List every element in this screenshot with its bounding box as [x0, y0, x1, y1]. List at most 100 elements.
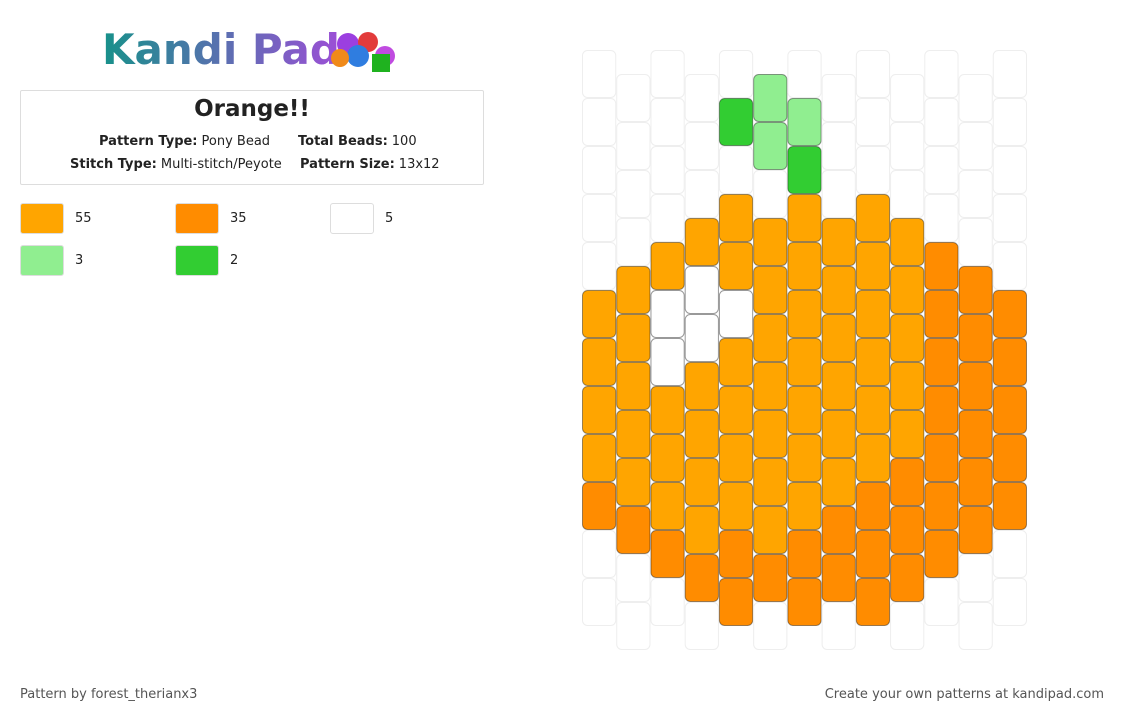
- swatch-count: 5: [385, 211, 394, 226]
- bead: [890, 218, 925, 266]
- bead: [890, 458, 925, 506]
- swatch: [175, 245, 219, 276]
- empty-bead: [684, 122, 719, 170]
- bead: [787, 482, 822, 530]
- info-item: Total Beads: 100: [298, 134, 417, 149]
- bead: [890, 314, 925, 362]
- bead: [616, 506, 651, 554]
- empty-bead: [650, 98, 685, 146]
- bead: [992, 434, 1027, 482]
- bead: [753, 218, 788, 266]
- bead: [787, 434, 822, 482]
- bead: [855, 530, 891, 578]
- bead: [718, 242, 754, 290]
- empty-bead: [958, 602, 993, 650]
- info-value: Multi-stitch/Peyote: [160, 157, 282, 172]
- bead: [582, 386, 617, 434]
- bead: [787, 530, 822, 578]
- bead: [582, 482, 617, 530]
- bead: [855, 578, 891, 626]
- bead: [855, 482, 891, 530]
- empty-bead: [890, 74, 925, 122]
- bead: [855, 194, 891, 242]
- bead: [958, 314, 993, 362]
- promo: Create your own patterns at kandipad.com: [824, 687, 1104, 702]
- pattern-title: Orange!!: [194, 96, 310, 122]
- bead: [787, 194, 822, 242]
- bead: [753, 74, 788, 122]
- bead: [753, 410, 788, 458]
- bead: [718, 482, 754, 530]
- empty-bead: [924, 98, 959, 146]
- empty-bead: [924, 194, 959, 242]
- bead: [855, 242, 891, 290]
- bead: [787, 146, 822, 194]
- info-label: Pattern Size:: [300, 157, 395, 172]
- bead: [650, 482, 685, 530]
- bead: [821, 506, 856, 554]
- empty-bead: [992, 578, 1027, 626]
- bead: [890, 506, 925, 554]
- bead: [890, 266, 925, 314]
- empty-bead: [753, 170, 788, 218]
- bead: [616, 458, 651, 506]
- bead: [787, 578, 822, 626]
- bead: [616, 266, 651, 314]
- bead: [821, 314, 856, 362]
- bead: [958, 362, 993, 410]
- empty-bead: [684, 74, 719, 122]
- empty-bead: [650, 194, 685, 242]
- info-label: Total Beads:: [298, 134, 388, 149]
- empty-bead: [684, 602, 719, 650]
- info-value: Pony Bead: [201, 134, 271, 149]
- swatch-count: 3: [75, 253, 84, 268]
- bead: [616, 362, 651, 410]
- bead: [924, 530, 959, 578]
- bead: [753, 554, 788, 602]
- bead: [684, 218, 719, 266]
- bead: [855, 434, 891, 482]
- bead: [582, 290, 617, 338]
- empty-bead: [890, 122, 925, 170]
- empty-bead: [616, 122, 651, 170]
- empty-bead: [582, 530, 617, 578]
- empty-bead: [855, 98, 891, 146]
- bead: [821, 458, 856, 506]
- empty-bead: [992, 530, 1027, 578]
- bead: [924, 338, 959, 386]
- empty-bead: [890, 170, 925, 218]
- bead: [924, 242, 959, 290]
- info-box: [20, 90, 484, 185]
- swatch: [330, 203, 374, 234]
- bead: [958, 266, 993, 314]
- bead: [821, 218, 856, 266]
- info-item: Pattern Size: 13x12: [300, 157, 440, 172]
- bead: [855, 338, 891, 386]
- bead: [992, 290, 1027, 338]
- empty-bead: [616, 170, 651, 218]
- empty-bead: [616, 74, 651, 122]
- logo-text: Kandi Pad: [102, 25, 340, 74]
- empty-bead: [992, 194, 1027, 242]
- bead: [650, 242, 685, 290]
- swatch: [20, 245, 64, 276]
- logo: Kandi Pad: [102, 25, 395, 74]
- empty-bead: [958, 218, 993, 266]
- swatch-count: 2: [230, 253, 239, 268]
- swatch-count: 55: [75, 211, 92, 226]
- empty-bead: [650, 146, 685, 194]
- bead: [924, 434, 959, 482]
- bead: [958, 458, 993, 506]
- bead: [753, 506, 788, 554]
- info-value: 13x12: [398, 157, 440, 172]
- bead: [684, 266, 719, 314]
- empty-bead: [718, 146, 754, 194]
- bead: [787, 290, 822, 338]
- info-item: Pattern Type: Pony Bead: [99, 134, 270, 149]
- bead: [992, 386, 1027, 434]
- bead: [753, 314, 788, 362]
- bead: [582, 338, 617, 386]
- info-label: Stitch Type:: [70, 157, 157, 172]
- empty-bead: [787, 50, 822, 98]
